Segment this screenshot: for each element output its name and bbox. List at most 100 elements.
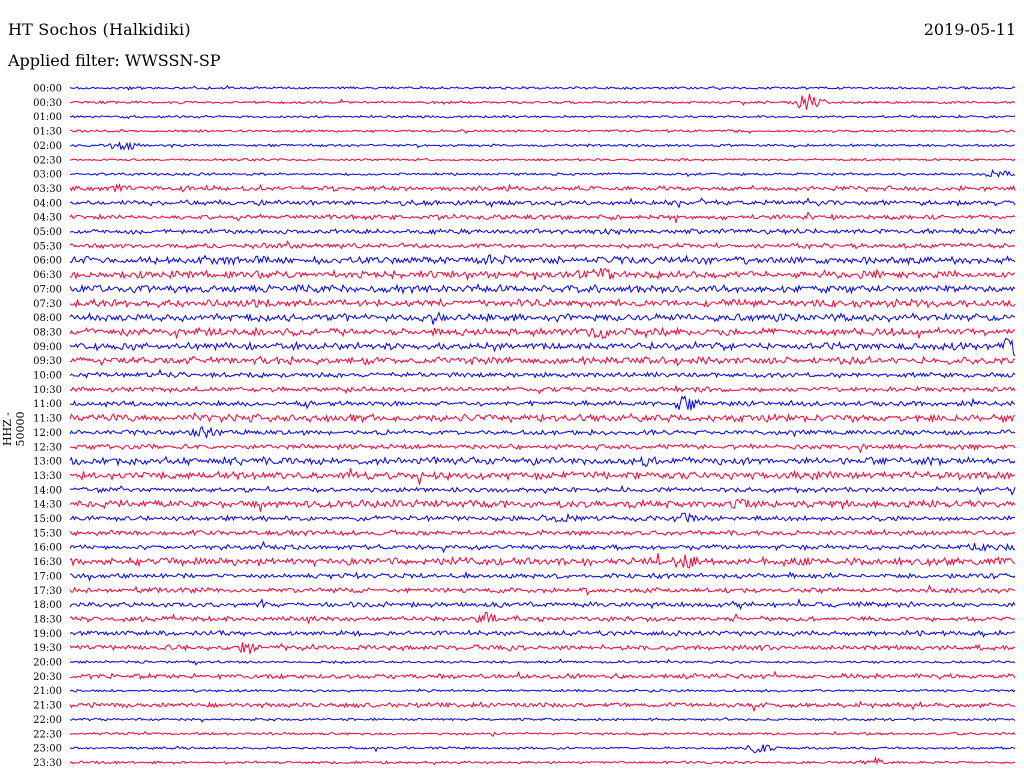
trace-line <box>69 197 1016 209</box>
trace-label: 12:00 <box>33 428 62 439</box>
trace-line <box>69 642 1015 654</box>
trace-label: 16:30 <box>33 557 62 568</box>
trace-line <box>69 498 1016 512</box>
trace-line <box>69 744 1016 754</box>
station-title: HT Sochos (Halkidiki) <box>8 20 191 39</box>
trace-line <box>69 425 1016 439</box>
trace-line <box>69 297 1016 309</box>
trace-label: 09:00 <box>33 342 62 353</box>
trace-label: 07:00 <box>33 284 62 295</box>
trace-label: 00:00 <box>33 84 62 95</box>
trace-label: 14:00 <box>33 485 62 496</box>
trace-label: 11:00 <box>33 399 62 410</box>
trace-label: 16:00 <box>33 543 62 554</box>
trace-label: 20:00 <box>33 658 62 669</box>
trace-line <box>69 168 1016 178</box>
trace-line <box>69 730 1016 738</box>
trace-line <box>69 598 1016 611</box>
trace-label: 02:00 <box>33 141 62 152</box>
trace-line <box>69 211 1016 223</box>
trace-label: 18:30 <box>33 614 62 625</box>
trace-line <box>69 93 1016 110</box>
trace-line <box>69 700 1016 713</box>
trace-line <box>69 311 1016 325</box>
trace-label: 22:30 <box>33 729 62 740</box>
trace-line <box>69 114 1016 120</box>
trace-label: 19:00 <box>33 629 62 640</box>
filter-label: Applied filter: WWSSN-SP <box>8 51 221 70</box>
trace-label: 04:30 <box>33 213 62 224</box>
trace-label: 13:30 <box>33 471 62 482</box>
trace-label: 18:00 <box>33 600 62 611</box>
trace-label: 14:30 <box>33 500 62 511</box>
trace-label: 04:00 <box>33 198 62 209</box>
trace-label: 08:30 <box>33 327 62 338</box>
trace-line <box>69 412 1016 424</box>
trace-line <box>69 584 1016 597</box>
trace-line <box>69 368 1016 379</box>
trace-label: 03:00 <box>33 170 62 181</box>
trace-label: 20:30 <box>33 672 62 683</box>
trace-line <box>69 570 1016 582</box>
trace-label: 08:00 <box>33 313 62 324</box>
trace-label: 17:00 <box>33 571 62 582</box>
trace-line <box>69 670 1016 681</box>
trace-line <box>69 658 1016 666</box>
trace-label: 17:30 <box>33 586 62 597</box>
trace-line <box>69 337 1016 357</box>
trace-label: 01:00 <box>33 112 62 123</box>
trace-label: 12:30 <box>33 442 62 453</box>
trace-line <box>69 484 1016 496</box>
trace-line <box>69 468 1016 485</box>
trace-label: 01:30 <box>33 127 62 138</box>
trace-line <box>69 128 1016 134</box>
trace-label: 23:00 <box>33 744 62 755</box>
trace-line <box>69 84 1016 91</box>
trace-label: 00:30 <box>33 98 62 109</box>
trace-line <box>69 267 1016 282</box>
trace-line <box>69 355 1016 367</box>
trace-line <box>70 442 1016 454</box>
trace-line <box>69 553 1016 569</box>
trace-label: 05:30 <box>33 241 62 252</box>
trace-line <box>69 455 1016 468</box>
trace-label: 06:00 <box>33 256 62 267</box>
trace-line <box>69 688 1016 693</box>
trace-label: 03:30 <box>33 184 62 195</box>
trace-line <box>69 157 1016 162</box>
trace-line <box>69 528 1016 537</box>
trace-label: 02:30 <box>33 155 62 166</box>
trace-label: 10:00 <box>33 371 62 382</box>
trace-line <box>69 240 1016 250</box>
trace-line <box>69 756 1016 766</box>
trace-line <box>69 326 1016 340</box>
record-date: 2019-05-11 <box>923 20 1016 39</box>
trace-label: 21:30 <box>33 701 62 712</box>
trace-line <box>69 282 1016 296</box>
trace-line <box>69 395 1016 411</box>
trace-line <box>69 183 1016 193</box>
trace-line <box>69 253 1016 267</box>
trace-line <box>69 384 1016 395</box>
trace-label: 23:30 <box>33 758 62 769</box>
trace-label: 22:00 <box>33 715 62 726</box>
trace-label: 05:00 <box>33 227 62 238</box>
trace-label: 21:00 <box>33 686 62 697</box>
trace-line <box>69 540 1016 554</box>
trace-line <box>69 512 1016 524</box>
trace-label: 10:30 <box>33 385 62 396</box>
trace-label: 11:30 <box>33 414 62 425</box>
trace-line <box>69 140 1016 151</box>
trace-label: 06:30 <box>33 270 62 281</box>
trace-label: 09:30 <box>33 356 62 367</box>
trace-label: 13:00 <box>33 457 62 468</box>
trace-label: 15:00 <box>33 514 62 525</box>
trace-line <box>69 717 1016 723</box>
trace-line <box>69 629 1016 639</box>
trace-label: 19:30 <box>33 643 62 654</box>
trace-label: 15:30 <box>33 528 62 539</box>
trace-label: 07:30 <box>33 299 62 310</box>
trace-line <box>69 611 1016 625</box>
trace-line <box>69 227 1016 236</box>
